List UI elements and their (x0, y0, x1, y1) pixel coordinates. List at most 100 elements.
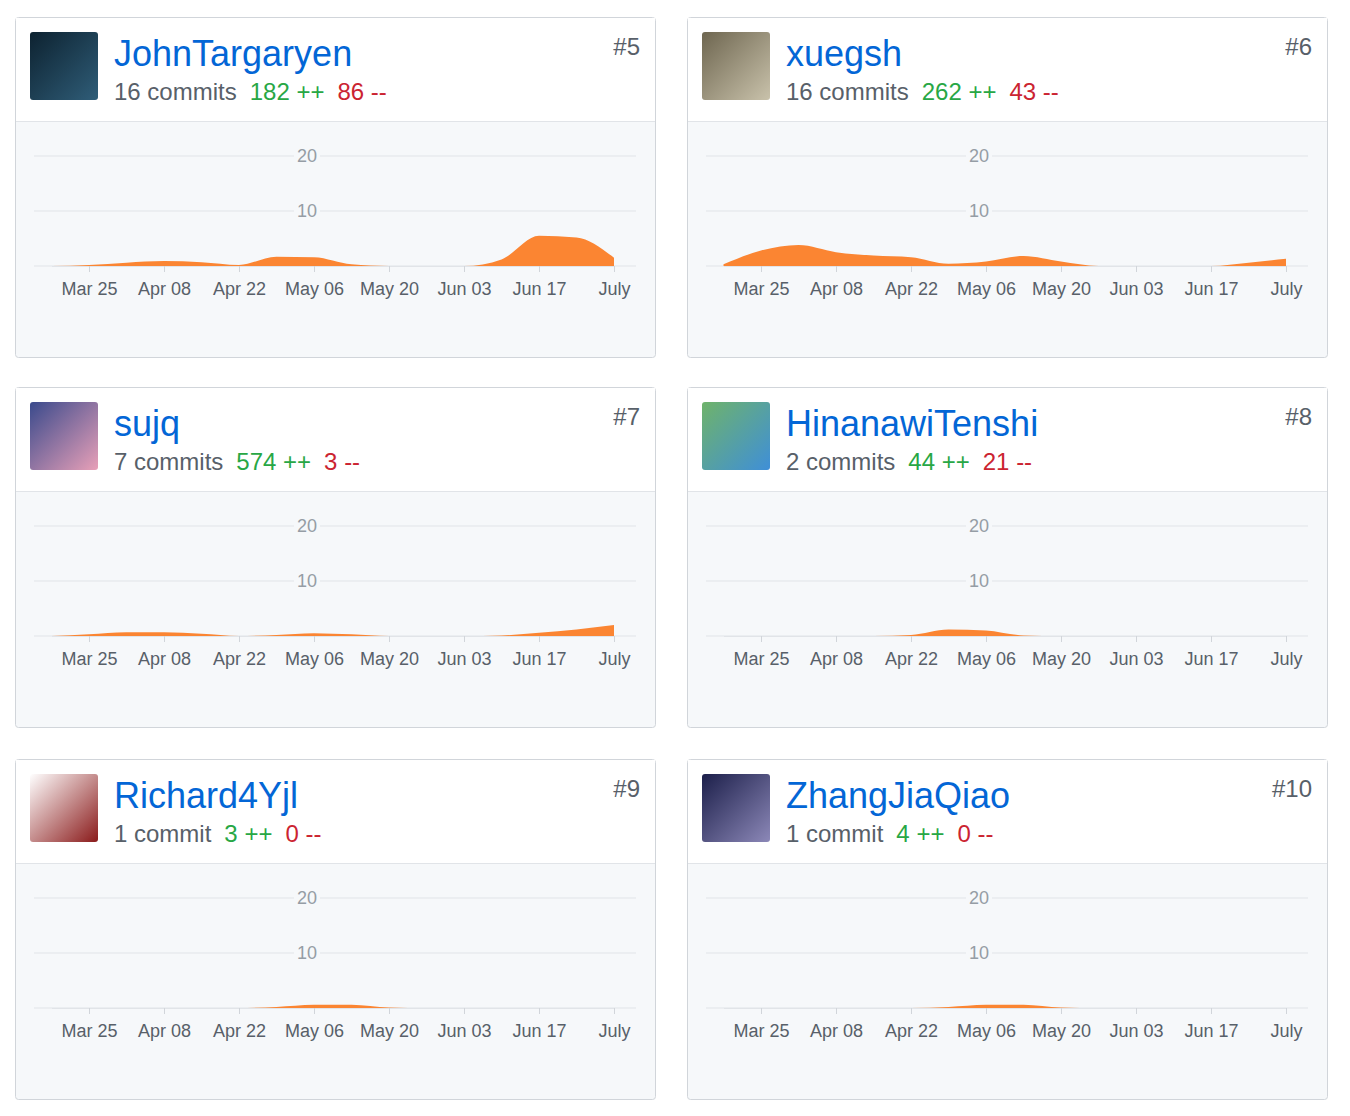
card-header (688, 388, 1327, 491)
x-tick: Jun 17 (1184, 1008, 1238, 1041)
plot-area (52, 236, 615, 266)
header-divider (688, 863, 1327, 864)
x-tick-label: Apr 08 (810, 649, 863, 669)
x-tick: Jun 03 (1109, 1008, 1163, 1041)
y-tick-label: 10 (969, 571, 989, 591)
y-tick-label: 10 (297, 571, 317, 591)
y-tick: 10 (294, 943, 320, 963)
x-tick: July (1270, 266, 1302, 299)
grid-line (34, 211, 636, 212)
x-tick-label: Mar 25 (733, 649, 789, 669)
x-tick-mark (89, 636, 90, 642)
grid-line (706, 211, 1308, 212)
y-tick-label: 20 (969, 888, 989, 908)
x-tick-label: Apr 08 (138, 1021, 191, 1041)
commit-count: 2 commits (786, 448, 895, 475)
contributor-name[interactable]: HinanawiTenshi (786, 403, 1038, 444)
x-tick: Mar 25 (61, 636, 117, 669)
x-tick-mark (761, 636, 762, 642)
x-tick: Mar 25 (733, 266, 789, 299)
x-tick: Apr 08 (810, 266, 863, 299)
x-tick: July (1270, 636, 1302, 669)
contributor-name[interactable]: Richard4Yjl (114, 775, 298, 816)
x-tick-label: Apr 22 (213, 1021, 266, 1041)
deletions: 21 -- (983, 448, 1032, 475)
x-tick: Apr 08 (138, 1008, 191, 1041)
commit-area (724, 1005, 1287, 1008)
x-axis: Mar 25Apr 08Apr 22May 06May 20Jun 03Jun … (52, 266, 631, 299)
avatar (702, 774, 770, 842)
contributor-name[interactable]: JohnTargaryen (114, 33, 352, 74)
y-tick: 10 (966, 201, 992, 221)
avatar (30, 402, 98, 470)
additions: 44 ++ (908, 448, 969, 475)
x-tick-mark (1286, 1008, 1287, 1014)
x-tick: May 20 (1032, 266, 1091, 299)
x-tick-mark (464, 1008, 465, 1014)
avatar (702, 32, 770, 100)
y-tick: 20 (294, 516, 320, 536)
x-tick-label: Apr 08 (810, 279, 863, 299)
x-tick: May 06 (285, 636, 344, 669)
x-tick-mark (614, 266, 615, 272)
x-axis-line (724, 636, 1287, 637)
x-tick: May 06 (285, 266, 344, 299)
card-body (688, 388, 1328, 728)
x-tick-mark (614, 1008, 615, 1014)
x-tick-label: Apr 22 (213, 279, 266, 299)
x-tick-mark (836, 266, 837, 272)
contributor-name[interactable]: ZhangJiaQiao (786, 775, 1010, 816)
y-tick: 10 (294, 201, 320, 221)
x-tick-mark (911, 266, 912, 272)
card-body (688, 760, 1328, 1100)
commit-area (52, 625, 615, 636)
x-tick-label: Jun 17 (512, 649, 566, 669)
contributor-card: xuegsh#616 commits262 ++43 --1020Mar 25A… (688, 18, 1328, 358)
x-tick: Jun 17 (512, 636, 566, 669)
y-tick-label: 20 (969, 146, 989, 166)
grid-line (706, 526, 1308, 527)
x-axis-line (52, 636, 615, 637)
y-tick: 10 (294, 571, 320, 591)
deletions: 0 -- (957, 820, 993, 847)
x-tick-mark (761, 266, 762, 272)
y-tick-label: 10 (969, 201, 989, 221)
x-tick-label: May 06 (957, 649, 1016, 669)
x-axis: Mar 25Apr 08Apr 22May 06May 20Jun 03Jun … (52, 636, 631, 669)
card-body (16, 388, 656, 728)
x-tick: July (1270, 1008, 1302, 1041)
x-tick-mark (1211, 1008, 1212, 1014)
x-tick-label: Jun 17 (1184, 649, 1238, 669)
x-tick-label: Jun 17 (512, 279, 566, 299)
x-tick: May 06 (285, 1008, 344, 1041)
avatar (30, 32, 98, 100)
contributor-name[interactable]: xuegsh (786, 33, 902, 74)
card-header (16, 388, 655, 491)
x-axis-line (52, 1008, 615, 1009)
grid-line (34, 156, 636, 157)
x-tick: Apr 08 (138, 266, 191, 299)
commit-area (724, 245, 1287, 266)
x-tick-mark (986, 266, 987, 272)
commit-count: 1 commit (786, 820, 884, 847)
x-tick: Jun 03 (437, 1008, 491, 1041)
x-tick-label: May 20 (360, 649, 419, 669)
x-tick: July (598, 636, 630, 669)
x-tick: May 20 (360, 636, 419, 669)
page: JohnTargaryen#516 commits182 ++86 --1020… (0, 0, 1350, 1116)
x-tick-label: Mar 25 (61, 279, 117, 299)
x-tick-mark (314, 266, 315, 272)
x-tick-mark (389, 266, 390, 272)
x-tick-mark (1136, 1008, 1137, 1014)
x-tick-mark (614, 636, 615, 642)
card-header (688, 18, 1327, 121)
grid-line (34, 953, 636, 954)
x-tick-label: July (598, 279, 630, 299)
x-tick-mark (836, 1008, 837, 1014)
x-tick: Apr 22 (885, 636, 938, 669)
contributor-name[interactable]: sujq (114, 403, 180, 444)
x-tick-mark (1286, 266, 1287, 272)
x-tick-label: Jun 03 (437, 649, 491, 669)
y-tick: 20 (966, 146, 992, 166)
x-axis-line (724, 266, 1287, 267)
